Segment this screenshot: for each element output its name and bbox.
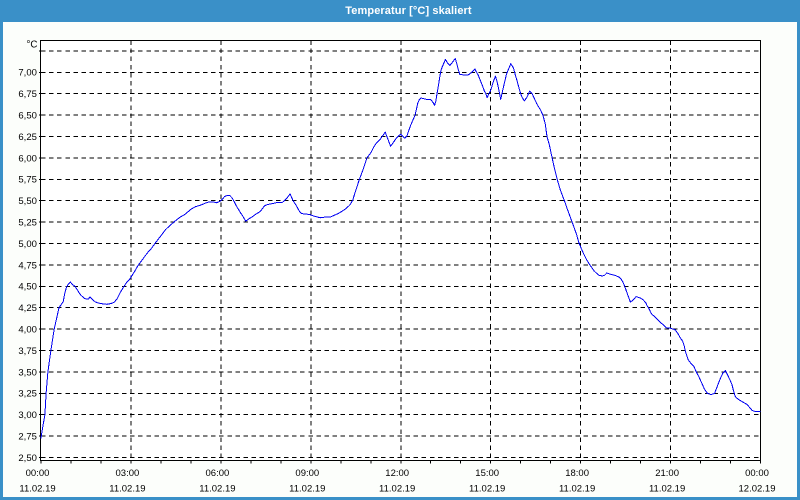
svg-text:03:00: 03:00 xyxy=(116,468,140,479)
svg-text:3,00: 3,00 xyxy=(18,410,37,421)
svg-text:6,00: 6,00 xyxy=(18,153,37,164)
svg-text:3,50: 3,50 xyxy=(18,367,37,378)
svg-text:11.02.19: 11.02.19 xyxy=(19,484,55,495)
svg-text:5,50: 5,50 xyxy=(18,196,37,207)
svg-text:3,75: 3,75 xyxy=(18,346,37,357)
svg-text:11.02.19: 11.02.19 xyxy=(469,484,505,495)
svg-text:00:00: 00:00 xyxy=(26,468,50,479)
svg-text:00:00: 00:00 xyxy=(745,468,769,479)
svg-text:4,50: 4,50 xyxy=(18,282,37,293)
svg-text:2,75: 2,75 xyxy=(18,432,37,443)
svg-text:21:00: 21:00 xyxy=(655,468,679,479)
svg-text:5,25: 5,25 xyxy=(18,218,37,229)
svg-text:11.02.19: 11.02.19 xyxy=(109,484,145,495)
svg-text:5,75: 5,75 xyxy=(18,175,37,186)
svg-text:11.02.19: 11.02.19 xyxy=(649,484,685,495)
svg-text:7,00: 7,00 xyxy=(18,68,37,79)
svg-text:2,50: 2,50 xyxy=(18,453,37,464)
svg-text:4,75: 4,75 xyxy=(18,260,37,271)
svg-text:4,25: 4,25 xyxy=(18,303,37,314)
svg-text:3,25: 3,25 xyxy=(18,389,37,400)
svg-text:15:00: 15:00 xyxy=(475,468,499,479)
svg-text:12:00: 12:00 xyxy=(385,468,409,479)
svg-text:11.02.19: 11.02.19 xyxy=(379,484,415,495)
svg-text:09:00: 09:00 xyxy=(295,468,319,479)
svg-text:18:00: 18:00 xyxy=(565,468,589,479)
svg-text:4,00: 4,00 xyxy=(18,325,37,336)
svg-text:11.02.19: 11.02.19 xyxy=(289,484,325,495)
svg-text:6,50: 6,50 xyxy=(18,111,37,122)
svg-text:11.02.19: 11.02.19 xyxy=(199,484,235,495)
svg-text:°C: °C xyxy=(27,40,38,51)
svg-text:5,00: 5,00 xyxy=(18,239,37,250)
svg-text:6,75: 6,75 xyxy=(18,89,37,100)
svg-text:6,25: 6,25 xyxy=(18,132,37,143)
svg-text:11.02.19: 11.02.19 xyxy=(559,484,595,495)
svg-text:06:00: 06:00 xyxy=(206,468,230,479)
svg-text:12.02.19: 12.02.19 xyxy=(739,484,776,495)
